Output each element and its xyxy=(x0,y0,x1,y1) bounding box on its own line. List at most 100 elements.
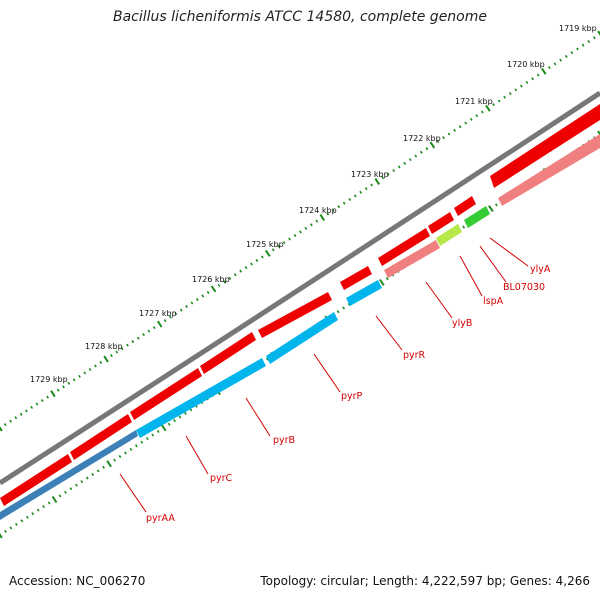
feature-cog-dark xyxy=(0,430,138,520)
map-title: Bacillus licheniformis ATCC 14580, compl… xyxy=(113,9,487,25)
scale-tick xyxy=(228,276,232,280)
scale-tick xyxy=(587,39,591,44)
feature-pyrR[interactable] xyxy=(340,266,372,290)
scale-tick xyxy=(134,444,138,448)
gene-label-pyrP: pyrP xyxy=(341,391,363,402)
scale-tick xyxy=(151,433,155,437)
scale-tick xyxy=(250,262,253,266)
scale-tick xyxy=(592,36,596,40)
scale-tick xyxy=(353,194,357,198)
feature-pyrAA[interactable] xyxy=(0,454,72,506)
scale-tick xyxy=(113,458,116,462)
scale-tick xyxy=(88,367,92,372)
scale-tick xyxy=(152,326,156,330)
feature-pyrC[interactable] xyxy=(70,414,132,460)
scale-tick xyxy=(485,104,491,112)
scale-tick xyxy=(374,177,380,185)
scale-tick xyxy=(75,483,78,487)
scale-tick xyxy=(20,519,24,523)
scale-tick xyxy=(553,62,557,66)
feature-pyrP[interactable] xyxy=(200,332,256,374)
feature-BL07030[interactable] xyxy=(454,196,476,216)
scale-tick xyxy=(379,278,385,286)
scale-tick xyxy=(260,255,264,259)
scale-label: 1729 kbp xyxy=(30,375,68,384)
scale-tick xyxy=(381,176,385,180)
scale-label: 1721 kbp xyxy=(455,97,493,106)
scale-tick xyxy=(508,92,512,96)
gene-label-pyrC: pyrC xyxy=(210,473,233,484)
gene-label-ylyA: ylyA xyxy=(530,264,551,275)
scale-tick xyxy=(25,409,28,413)
scale-tick xyxy=(288,237,291,241)
scale-tick xyxy=(548,66,551,70)
scale-tick xyxy=(94,364,97,368)
scale-label: 1728 kbp xyxy=(85,342,123,351)
gene-label-ylyB: ylyB xyxy=(452,318,472,329)
scale-tick xyxy=(282,241,286,245)
scale-tick xyxy=(19,412,23,416)
scale-tick xyxy=(520,84,523,88)
scale-tick xyxy=(342,201,346,205)
scale-tick xyxy=(271,248,275,252)
scale-tick xyxy=(419,150,423,154)
backbone-ring xyxy=(0,90,600,486)
feature-pyrP-2[interactable] xyxy=(258,292,332,338)
accession-label: Accession: NC_006270 xyxy=(9,574,146,588)
scale-tick xyxy=(217,283,221,287)
scale-tick xyxy=(136,336,140,340)
scale-tick xyxy=(385,277,389,281)
scale-tick xyxy=(206,290,210,294)
scale-tick xyxy=(126,343,129,347)
scale-tick xyxy=(118,455,122,459)
scale-tick xyxy=(265,357,269,361)
scale-tick xyxy=(497,99,501,103)
scale-tick xyxy=(173,419,176,423)
scale-tick xyxy=(42,505,45,509)
scale-tick xyxy=(304,226,308,230)
scale-tick xyxy=(129,447,133,451)
feature-ylyB[interactable] xyxy=(378,228,430,266)
scale-label: 1723 kbp xyxy=(351,170,389,179)
scale-tick xyxy=(47,501,51,505)
scale-tick xyxy=(78,374,81,378)
scale-tick xyxy=(293,233,297,238)
scale-tick xyxy=(103,355,109,363)
scale-tick xyxy=(163,319,167,323)
scale-tick xyxy=(25,515,29,519)
scale-tick xyxy=(233,273,237,277)
scale-tick xyxy=(35,402,39,406)
scale-tick xyxy=(310,223,313,227)
feature-lspA[interactable] xyxy=(428,212,454,234)
scale-tick xyxy=(436,139,440,143)
scale-label: 1722 kbp xyxy=(403,134,441,143)
gene-label-BL07030: BL07030 xyxy=(503,282,545,293)
feature-ylyA[interactable] xyxy=(490,104,600,188)
scale-tick xyxy=(72,378,76,382)
scale-tick xyxy=(541,67,547,75)
scale-tick xyxy=(319,214,326,222)
scale-tick xyxy=(3,423,7,427)
scale-tick xyxy=(96,469,100,473)
scale-tick xyxy=(56,388,60,392)
scale-tick xyxy=(581,43,585,47)
scale-tick xyxy=(255,258,259,263)
scale-tick xyxy=(223,280,226,284)
scale-tick xyxy=(120,347,124,351)
scale-tick xyxy=(0,426,3,432)
scale-tick xyxy=(239,269,242,273)
scale-tick xyxy=(342,306,346,310)
scale-tick xyxy=(453,128,456,132)
scale-tick xyxy=(83,371,87,375)
scale-tick xyxy=(140,440,144,444)
scale-tick xyxy=(348,197,352,202)
scale-tick xyxy=(15,522,18,526)
scale-tick xyxy=(480,110,484,114)
scale-tick xyxy=(36,508,40,512)
feature-pyrB[interactable] xyxy=(130,368,202,420)
scale-tick xyxy=(147,329,151,333)
scale-tick xyxy=(30,405,34,409)
scale-tick xyxy=(9,526,13,530)
scale-tick xyxy=(67,381,71,385)
scale-tick xyxy=(80,480,84,484)
